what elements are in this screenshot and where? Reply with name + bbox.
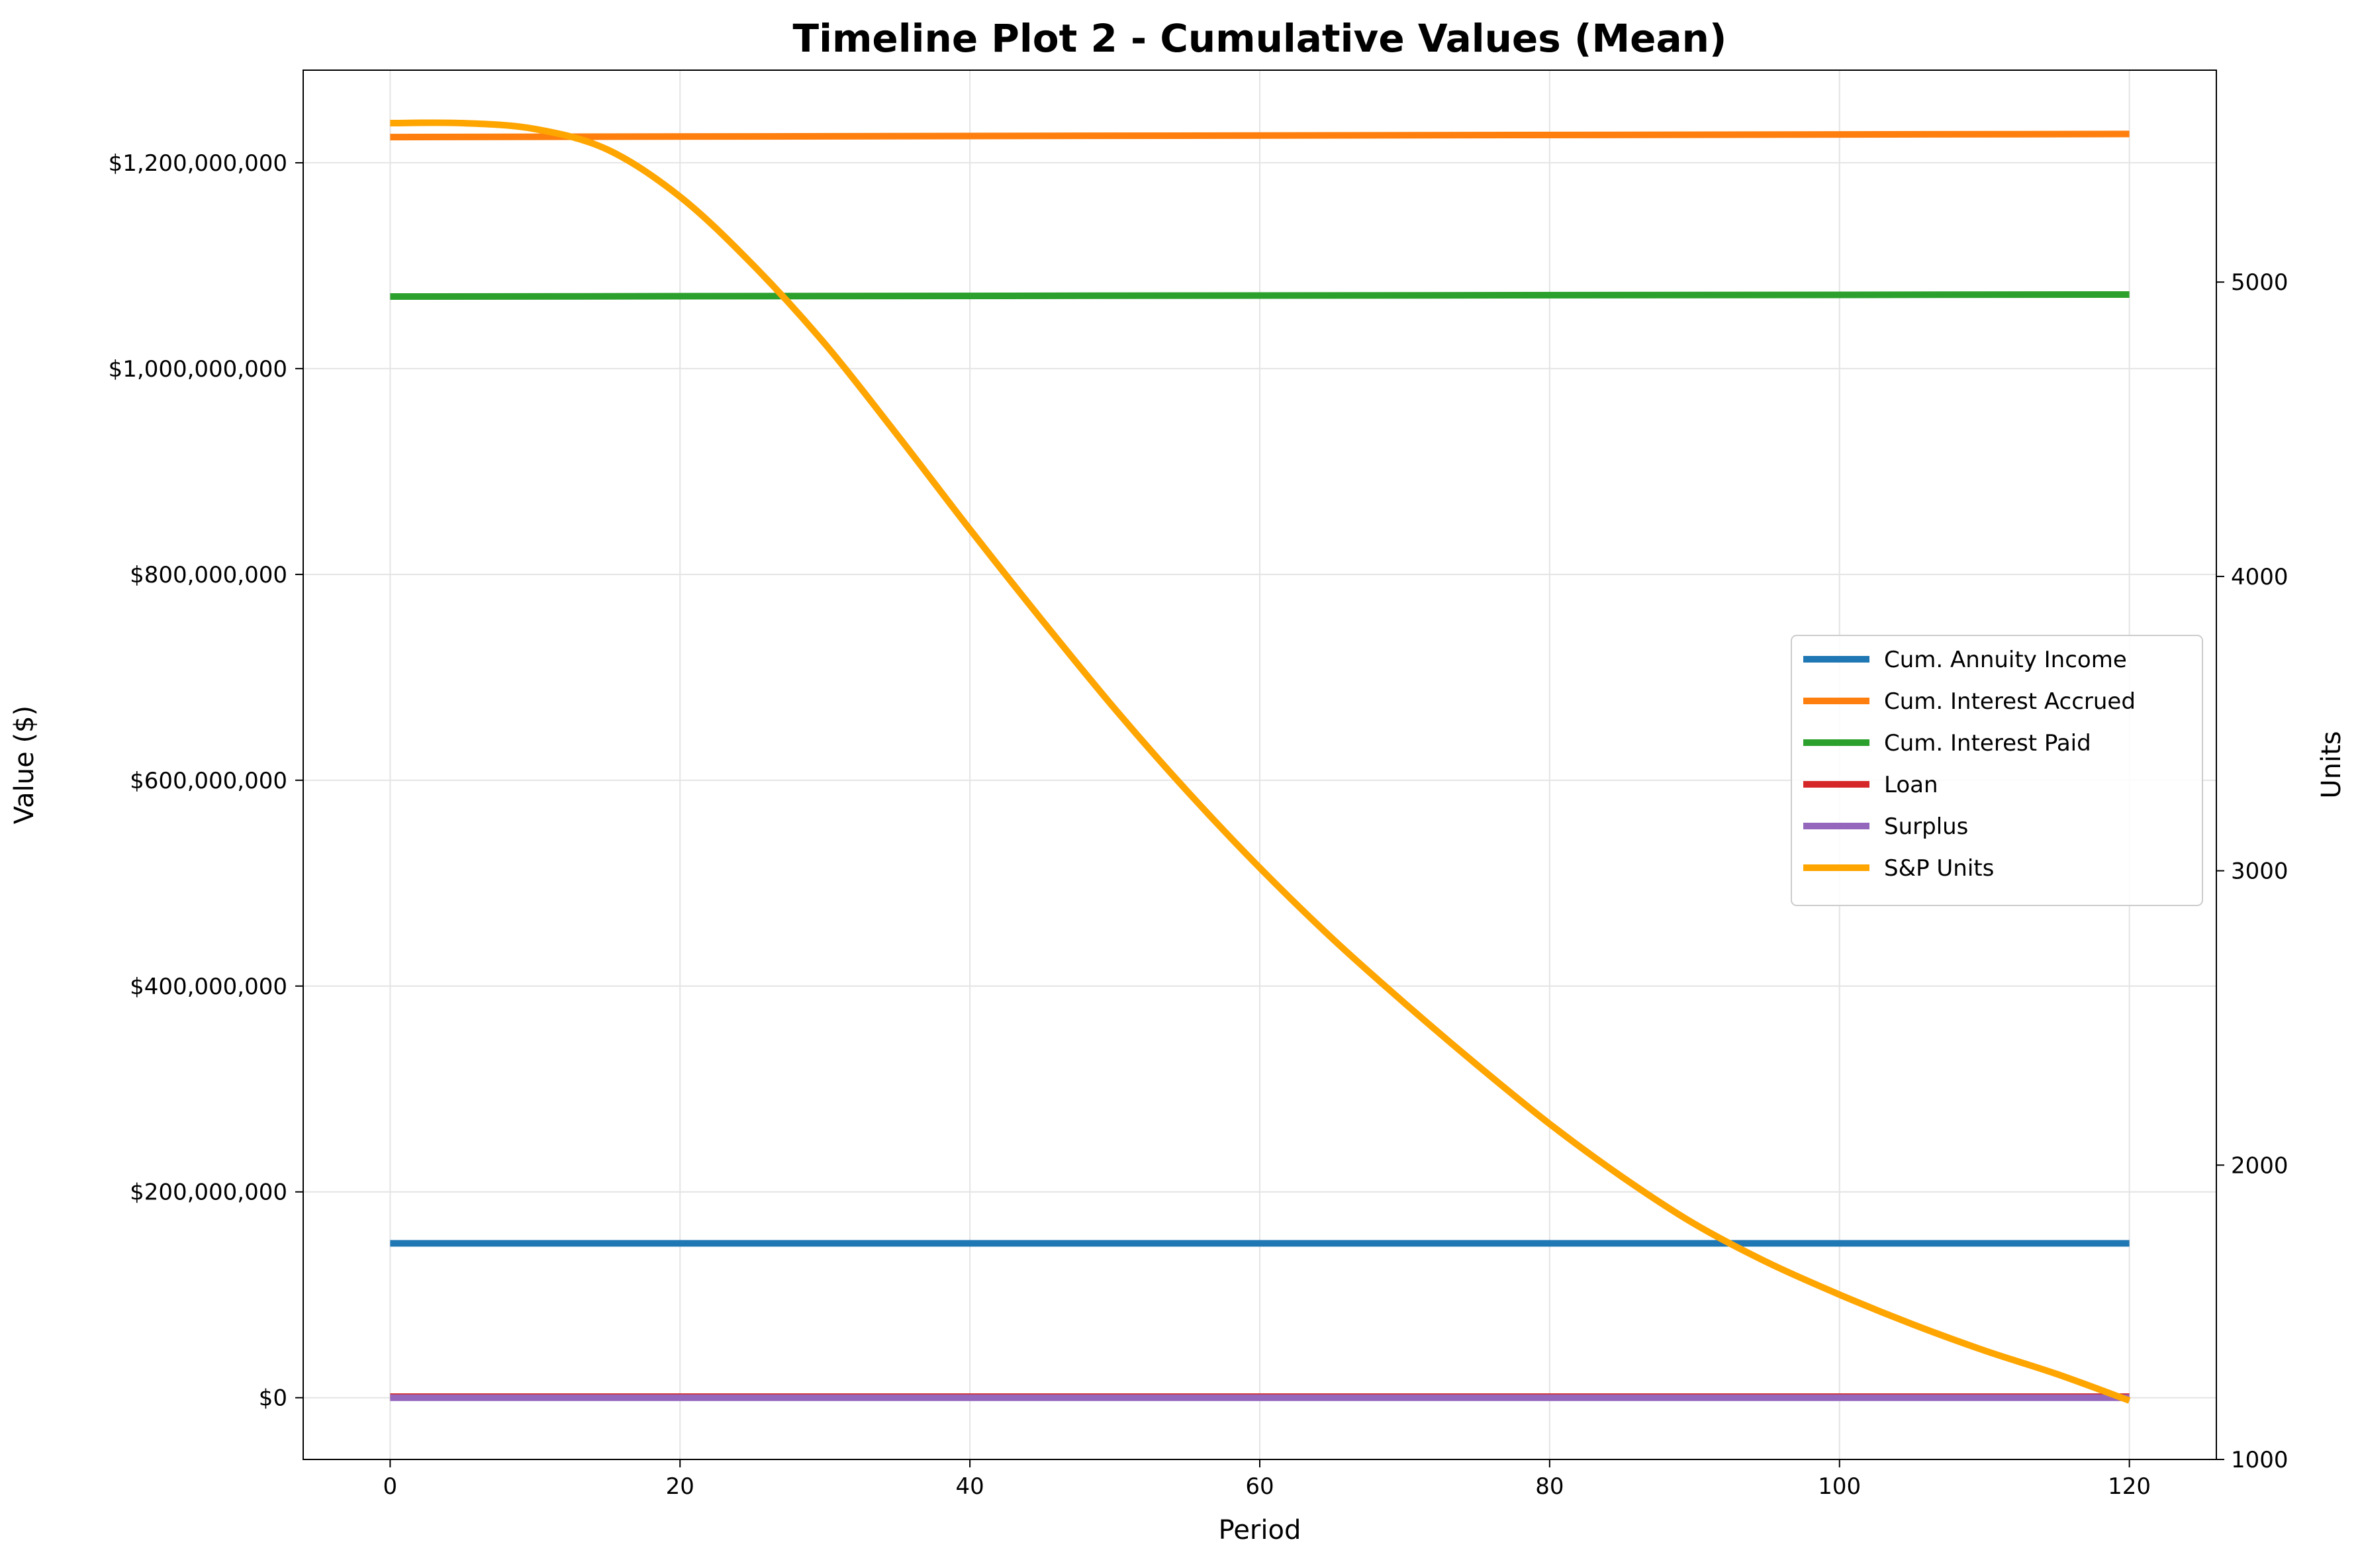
legend-box <box>1791 635 2203 906</box>
y-tick-label: $1,200,000,000 <box>109 150 287 177</box>
x-axis-label: Period <box>1219 1515 1301 1545</box>
y-tick-label: $400,000,000 <box>130 974 287 1000</box>
y2-tick-label: 5000 <box>2231 269 2289 296</box>
series-line-s-p-units <box>390 119 2131 1404</box>
y-tick-label: $1,000,000,000 <box>109 356 287 383</box>
y2-axis-label: Units <box>2316 731 2347 798</box>
y2-tick-label: 1000 <box>2231 1447 2289 1473</box>
y2-tick-label: 3000 <box>2231 858 2289 885</box>
legend: Cum. Annuity Income Cum. Interest Accrued… <box>1791 635 2203 906</box>
y-axis-left: $0 $200,000,000 $400,000,000 $600,000,000 $8… <box>109 150 303 1412</box>
legend-label: Cum. Annuity Income <box>1884 647 2127 673</box>
y-tick-label: $200,000,000 <box>130 1179 287 1206</box>
legend-label: Surplus <box>1884 813 1968 840</box>
y2-tick-label: 4000 <box>2231 564 2289 590</box>
legend-label: Loan <box>1884 772 1938 798</box>
legend-label: Cum. Interest Accrued <box>1884 688 2136 715</box>
series-lines <box>390 119 2131 1404</box>
y-tick-label: $800,000,000 <box>130 562 287 588</box>
x-tick-label: 40 <box>955 1473 984 1500</box>
x-tick-label: 80 <box>1535 1473 1564 1500</box>
x-axis: 0 20 40 60 80 100 120 <box>383 1459 2151 1500</box>
legend-label: Cum. Interest Paid <box>1884 730 2091 757</box>
chart-title: Timeline Plot 2 - Cumulative Values (Mea… <box>793 16 1727 61</box>
y-axis-label: Value ($) <box>9 706 40 824</box>
x-tick-label: 120 <box>2108 1473 2151 1500</box>
x-tick-label: 20 <box>666 1473 694 1500</box>
x-tick-label: 100 <box>1818 1473 1861 1500</box>
series-line-cum-interest-accrued <box>390 130 2130 141</box>
y-tick-label: $600,000,000 <box>130 768 287 794</box>
legend-label: S&P Units <box>1884 855 1994 882</box>
x-tick-label: 0 <box>383 1473 398 1500</box>
y-axis-right: 1000 2000 3000 4000 5000 <box>2216 269 2289 1473</box>
x-tick-label: 60 <box>1245 1473 1274 1500</box>
series-line-cum-interest-paid <box>390 291 2130 300</box>
y-tick-label: $0 <box>259 1385 287 1412</box>
y2-tick-label: 2000 <box>2231 1152 2289 1179</box>
